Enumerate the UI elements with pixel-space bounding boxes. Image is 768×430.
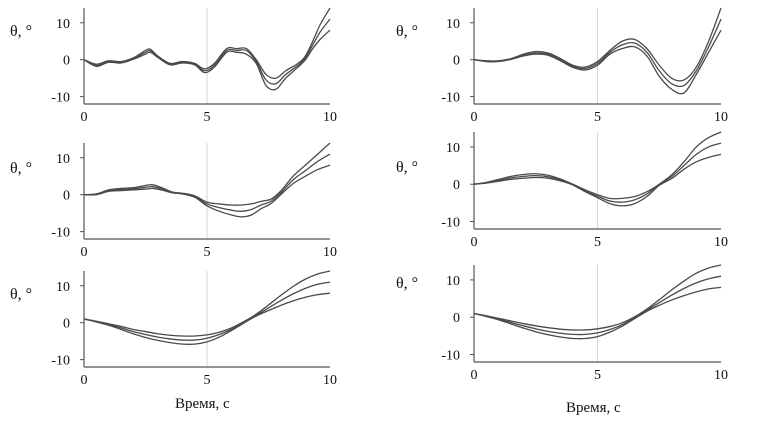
x-tick-label: 10 — [714, 368, 728, 383]
y-axis-label: θ, ° — [10, 160, 32, 177]
x-tick-label: 0 — [471, 368, 478, 383]
x-tick-label: 10 — [323, 373, 337, 388]
series-line-middle — [83, 18, 331, 85]
series-line-upper — [83, 270, 331, 337]
x-tick-label: 5 — [594, 110, 601, 125]
y-axis-label: θ, ° — [396, 159, 418, 176]
y-tick-label: 10 — [56, 280, 70, 295]
y-tick-label: 0 — [63, 189, 70, 204]
chart-panel-top-left: -10 0 10 0 5 10 θ, ° — [10, 7, 337, 125]
x-tick-label: 0 — [471, 235, 478, 250]
series-line-lower — [83, 292, 331, 345]
y-tick-label: 0 — [453, 178, 460, 193]
series-line-middle — [83, 153, 331, 212]
x-tick-label: 0 — [471, 110, 478, 125]
x-tick-label: 10 — [323, 110, 337, 125]
chart-panel-top-right: -10 0 10 0 5 10 θ, ° — [396, 7, 728, 125]
y-tick-label: 10 — [446, 274, 460, 289]
series-line-upper — [473, 264, 722, 331]
x-tick-label: 5 — [594, 235, 601, 250]
y-tick-label: -10 — [51, 354, 70, 369]
x-tick-label: 5 — [204, 110, 211, 125]
y-tick-label: 0 — [63, 317, 70, 332]
x-tick-label: 10 — [714, 235, 728, 250]
series-line-middle — [473, 142, 722, 203]
x-tick-label: 10 — [323, 245, 337, 260]
x-tick-label: 0 — [81, 245, 88, 260]
x-tick-label: 0 — [81, 373, 88, 388]
y-axis-label: θ, ° — [10, 286, 32, 303]
x-tick-label: 10 — [714, 110, 728, 125]
x-axis-label-right: Время, с — [566, 400, 621, 416]
series-line-lower — [83, 164, 331, 218]
chart-panel-bottom-left: -10 0 10 0 5 10 θ, ° — [10, 270, 337, 388]
y-axis-label: θ, ° — [396, 275, 418, 292]
y-tick-label: -10 — [441, 91, 460, 106]
series-line-middle — [83, 281, 331, 341]
series-line-upper — [473, 131, 722, 200]
chart-panel-bottom-right: -10 0 10 0 5 10 θ, ° — [396, 264, 728, 383]
y-axis-label: θ, ° — [396, 23, 418, 40]
series-line-lower — [473, 153, 722, 207]
y-tick-label: -10 — [441, 349, 460, 364]
x-tick-label: 5 — [204, 245, 211, 260]
series-line-middle — [473, 275, 722, 336]
series-line-upper — [83, 142, 331, 206]
y-tick-label: -10 — [51, 91, 70, 106]
chart-panel-middle-left: -10 0 10 0 5 10 θ, ° — [10, 142, 337, 260]
y-tick-label: 10 — [56, 152, 70, 167]
x-tick-label: 5 — [204, 373, 211, 388]
y-tick-label: 0 — [63, 54, 70, 69]
series-line-upper — [83, 7, 331, 79]
y-tick-label: -10 — [441, 216, 460, 231]
y-tick-label: 0 — [453, 54, 460, 69]
x-axis-label-left: Время, с — [175, 396, 230, 412]
series-line-lower — [473, 286, 722, 340]
y-tick-label: 10 — [446, 141, 460, 156]
y-tick-label: 0 — [453, 311, 460, 326]
y-tick-label: 10 — [56, 17, 70, 32]
x-tick-label: 5 — [594, 368, 601, 383]
y-tick-label: 10 — [446, 17, 460, 32]
chart-panel-middle-right: -10 0 10 0 5 10 θ, ° — [396, 131, 728, 250]
series-line-lower — [473, 29, 722, 95]
y-axis-label: θ, ° — [10, 23, 32, 40]
y-tick-label: -10 — [51, 226, 70, 241]
x-tick-label: 0 — [81, 110, 88, 125]
series-line-lower — [83, 29, 331, 91]
